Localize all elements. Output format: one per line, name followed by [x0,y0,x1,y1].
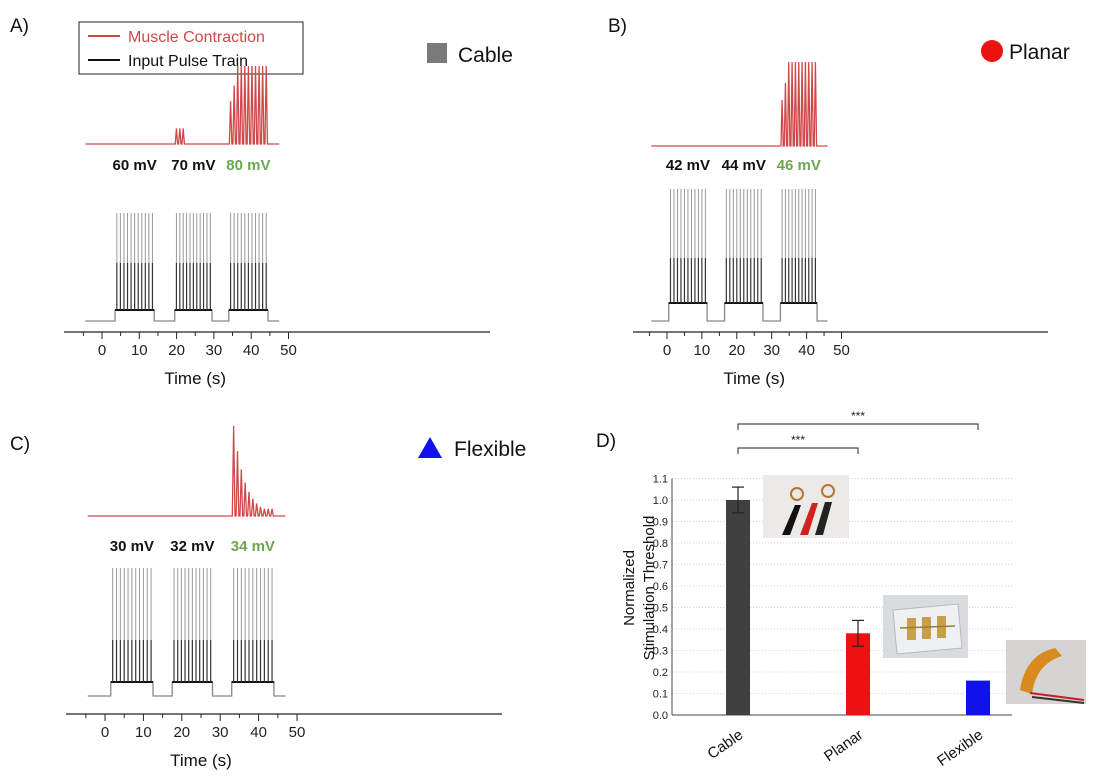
flexible-electrode-photo [1006,640,1086,704]
x-axis-title: Time (s) [164,369,226,388]
x-axis-title: Time (s) [723,369,785,388]
circle-marker-icon [981,40,1003,62]
category-label: Flexible [934,726,986,770]
tag-planar-label: Planar [1009,41,1070,64]
y-tick-label: 1.0 [653,495,668,507]
x-tick-label: 50 [833,342,850,359]
voltage-label: 34 mV [231,538,275,555]
y-tick-label: 0.0 [653,710,668,722]
x-tick-label: 10 [694,342,711,359]
significance-bracket [737,447,859,454]
voltage-label: 32 mV [170,538,214,555]
voltage-label: 70 mV [171,157,215,174]
tag-cable: Cable [427,43,513,67]
muscle-trace [651,61,828,147]
y-tick-label: 0.2 [653,667,668,679]
panel-c-traces: 30 mV 32 mV 34 mV 0 10 20 30 40 50 Time (s) [66,425,502,770]
square-marker-icon [427,43,447,63]
voltage-label: 80 mV [226,157,270,174]
category-label: Cable [704,726,746,762]
tag-cable-label: Cable [458,44,513,67]
x-tick-label: 30 [763,342,780,359]
planar-pad-2 [922,617,931,639]
x-tick-label: 20 [728,342,745,359]
x-tick-label: 40 [798,342,815,359]
muscle-trace [87,425,286,517]
panel-d-letter: D) [596,431,616,452]
cable-wire-tip [790,487,804,501]
d-ylabel-line2: Stimulation Threshold [641,516,658,661]
significance-label: *** [851,409,865,423]
tag-flexible: Flexible [418,437,526,461]
voltage-label: 60 mV [113,157,157,174]
x-tick-label: 40 [250,724,267,741]
x-axis-title: Time (s) [170,751,232,770]
x-tick-label: 20 [168,342,185,359]
cable-electrode-photo [763,475,849,538]
panel-d-bar-chart: Normalized Stimulation Threshold 0.0 0.1 0… [621,409,1012,770]
legend: Muscle Contraction Input Pulse Train [78,21,304,75]
y-tick-label: 0.9 [653,517,668,529]
voltage-label: 46 mV [777,157,821,174]
voltage-label: 44 mV [722,157,766,174]
cable-wire-red [800,503,818,535]
pulse-baseline [87,681,286,697]
cable-wire-black [782,505,801,535]
x-tick-label: 10 [131,342,148,359]
x-tick-label: 40 [243,342,260,359]
bar-planar [846,633,870,715]
flexible-photo-bg [1006,640,1086,704]
significance-label: *** [791,433,805,447]
flexible-lead [1029,692,1085,701]
legend-muscle-label: Muscle Contraction [128,29,265,46]
legend-pulse-label: Input Pulse Train [128,53,248,70]
panel-b-letter: B) [608,16,627,37]
x-tick-label: 30 [206,342,223,359]
category-label: Planar [821,726,866,765]
pulse-baseline [85,309,280,322]
x-tick-label: 0 [663,342,671,359]
planar-pad [907,618,916,640]
x-tick-label: 50 [289,724,306,741]
y-tick-label: 0.6 [653,581,668,593]
tag-flexible-label: Flexible [454,438,526,461]
x-tick-label: 30 [212,724,229,741]
significance-bracket [737,423,979,430]
pulse-baseline [651,302,828,322]
panel-b-traces: 42 mV 44 mV 46 mV 0 10 20 30 40 50 Time (s) [633,61,1048,388]
planar-trace [899,625,956,629]
triangle-marker-icon [418,437,442,458]
muscle-trace [85,65,280,145]
x-tick-label: 20 [173,724,190,741]
y-tick-label: 0.7 [653,560,668,572]
panel-a-letter: A) [10,16,29,37]
cable-wire-tip-2 [821,484,835,498]
panel-c-letter: C) [10,434,30,455]
cable-wire-black-2 [815,502,832,535]
x-tick-label: 50 [280,342,297,359]
y-tick-label: 0.4 [653,624,668,636]
x-tick-label: 0 [98,342,106,359]
flexible-lead-2 [1031,696,1085,704]
bar-cable [726,500,750,715]
y-tick-label: 0.8 [653,538,668,550]
legend-box [78,21,304,75]
y-tick-label: 0.5 [653,603,668,615]
panel-a-traces: 60 mV 70 mV 80 mV 0 10 20 30 40 50 Time (s) [64,65,490,388]
bar-flexible [966,680,990,715]
y-tick-label: 1.1 [653,474,668,486]
y-tick-label: 0.3 [653,646,668,658]
voltage-label: 30 mV [110,538,154,555]
tag-planar: Planar [981,40,1070,64]
d-ylabel-line1: Normalized [621,550,638,626]
flexible-polyimide [1020,648,1062,694]
y-tick-label: 0.1 [653,689,668,701]
voltage-label: 42 mV [666,157,710,174]
planar-electrode-photo [883,595,968,658]
x-tick-label: 0 [101,724,109,741]
x-tick-label: 10 [135,724,152,741]
